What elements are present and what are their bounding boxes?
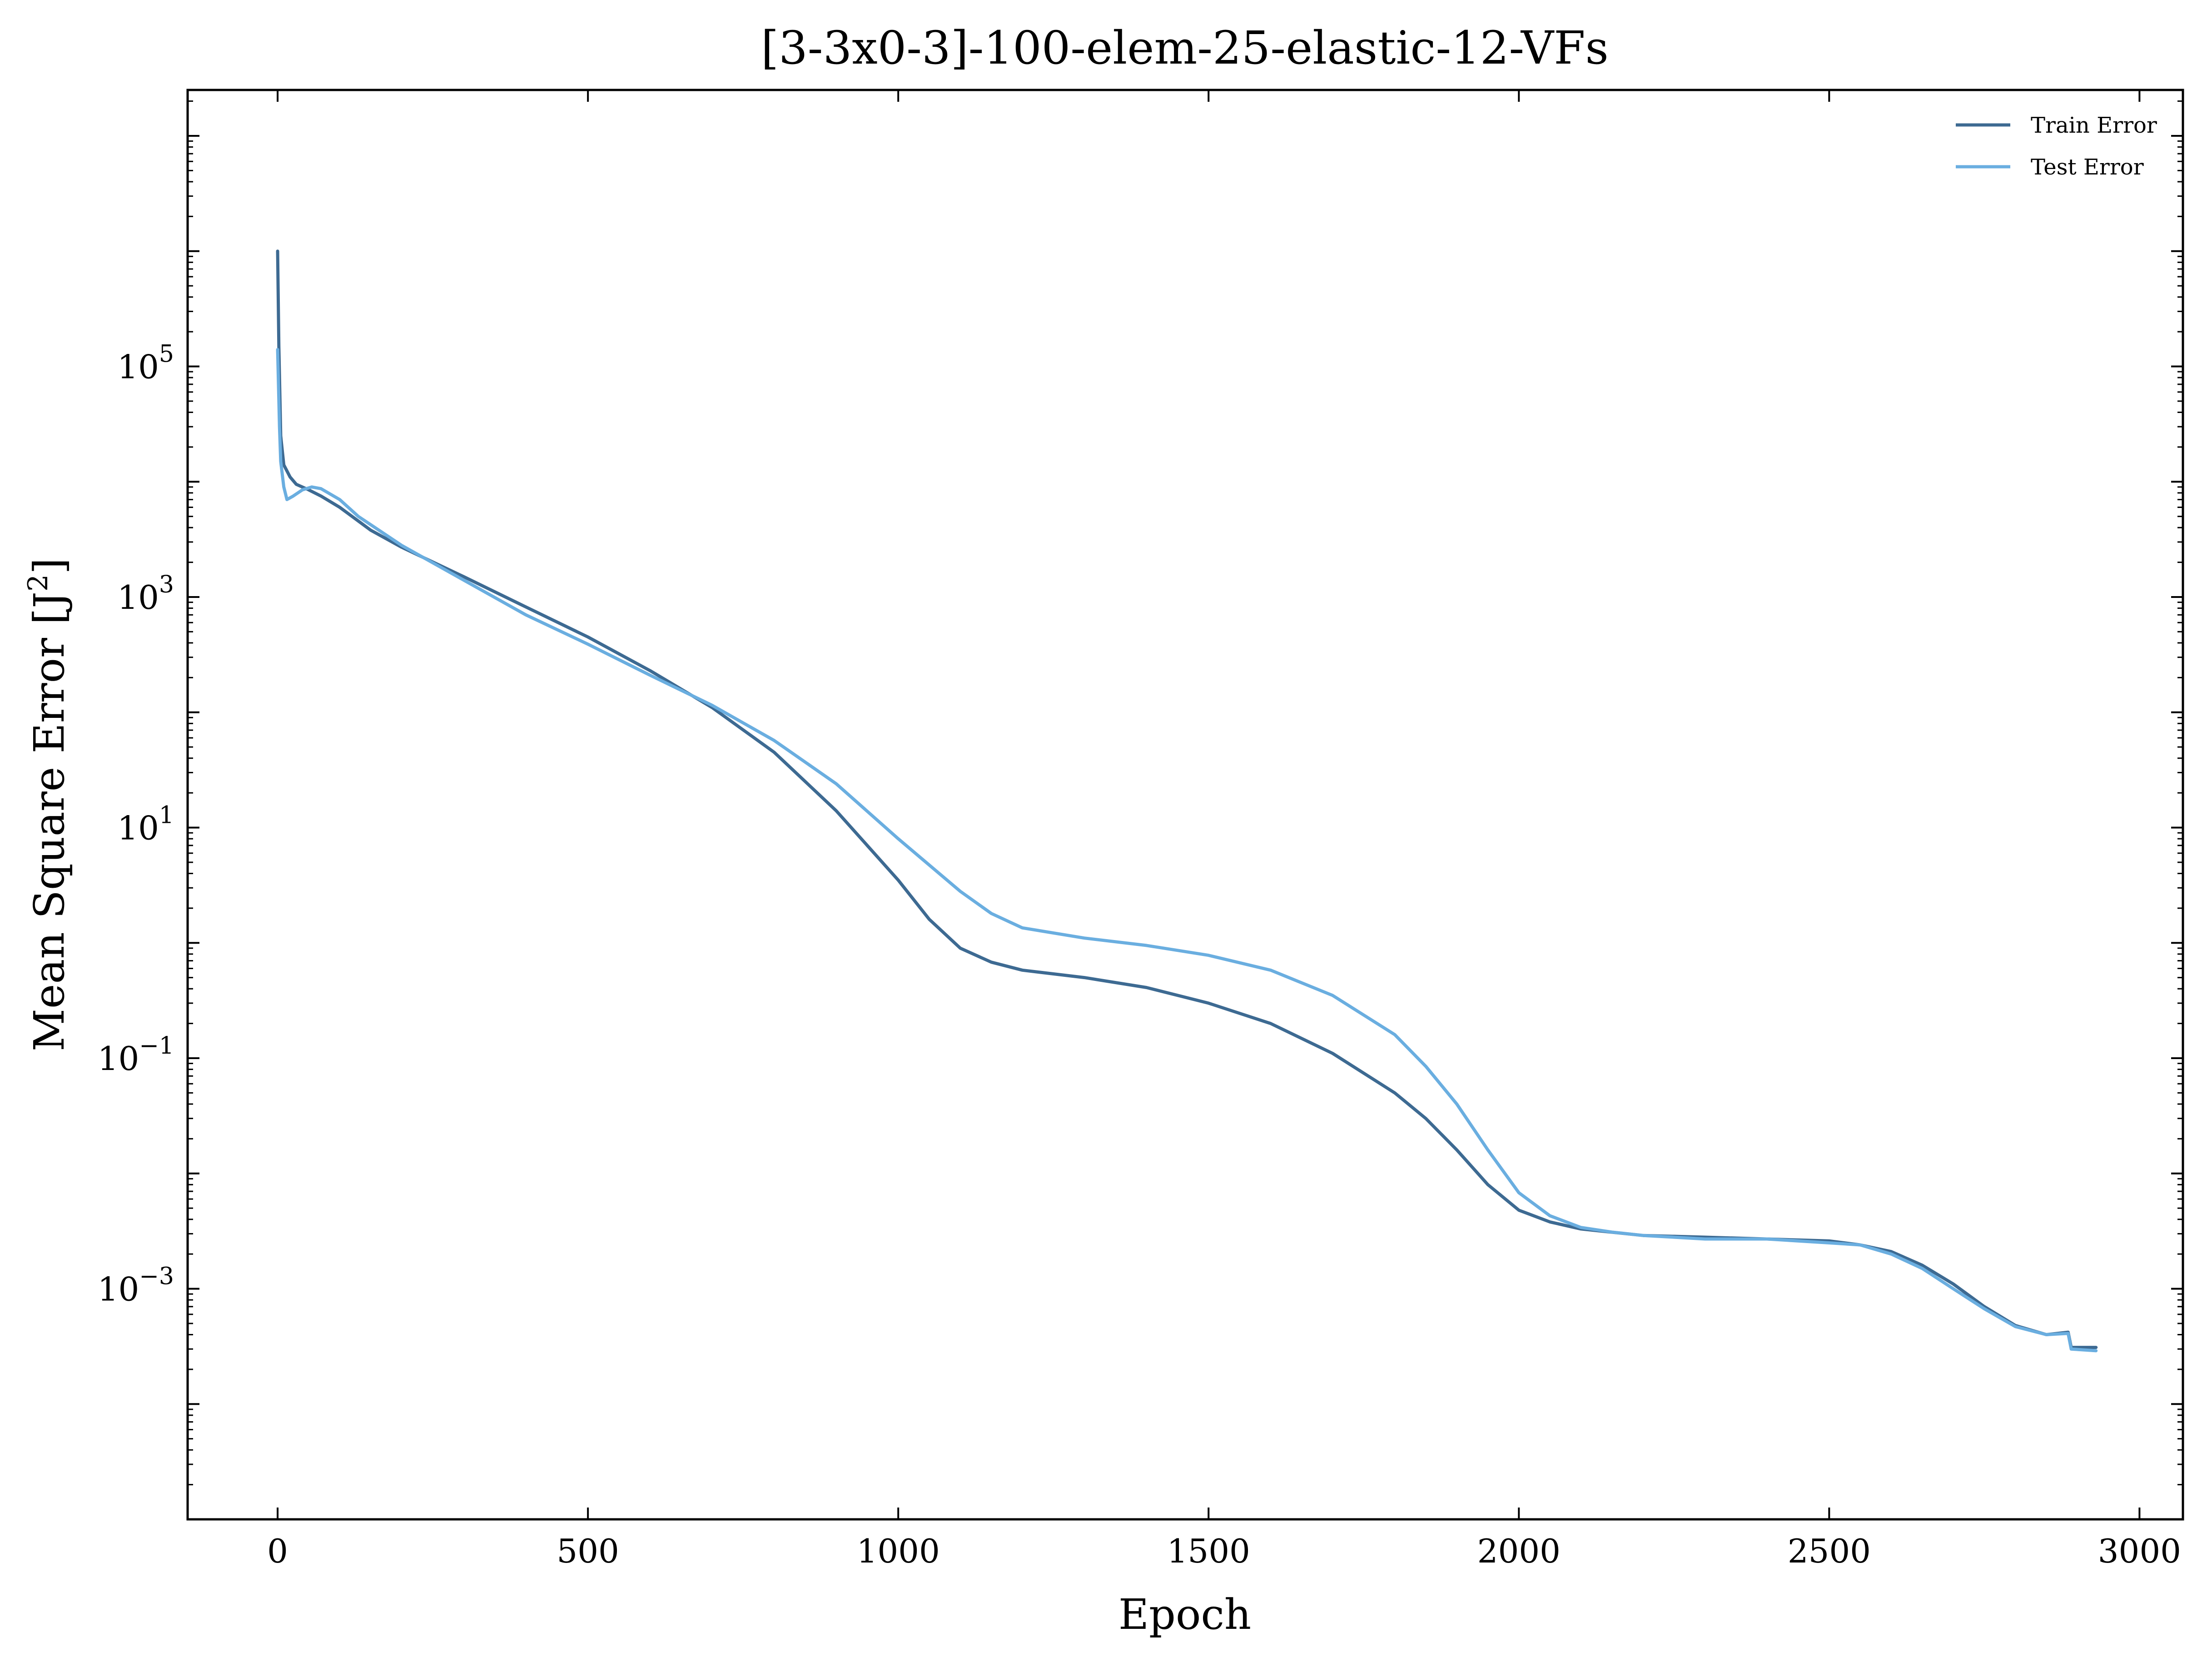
y-tick-exponent: 3 bbox=[159, 571, 174, 598]
y-tick-exponent: −3 bbox=[139, 1263, 174, 1290]
series-lines bbox=[276, 249, 2098, 1353]
y-tick-base: 10 bbox=[98, 1040, 139, 1078]
x-tick-label: 3000 bbox=[2098, 1532, 2181, 1570]
x-axis-label: Epoch bbox=[1118, 1590, 1251, 1639]
x-tick-label: 2500 bbox=[1788, 1532, 1871, 1570]
y-tick-label: 105 bbox=[117, 340, 174, 386]
y-tick-exponent: 1 bbox=[159, 801, 174, 829]
y-axis-label-suffix: ] bbox=[25, 558, 74, 574]
x-tick-label: 1500 bbox=[1167, 1532, 1250, 1570]
chart-title: [3-3x0-3]-100-elem-25-elastic-12-VFs bbox=[761, 21, 1609, 75]
x-axis-ticks: 0 500 1000 1500 2000 2500 3000 bbox=[267, 90, 2181, 1570]
legend: Train Error Test Error bbox=[1956, 113, 2157, 180]
y-tick-label: 101 bbox=[117, 801, 174, 847]
y-axis-label-main: Mean Square Error [J bbox=[25, 592, 74, 1051]
x-tick-label: 1000 bbox=[857, 1532, 940, 1570]
y-axis-label: Mean Square Error [J2] bbox=[22, 558, 74, 1051]
legend-label: Train Error bbox=[2031, 113, 2157, 138]
y-tick-base: 10 bbox=[117, 578, 159, 617]
y-tick-base: 10 bbox=[117, 348, 159, 386]
x-tick-label: 0 bbox=[267, 1532, 288, 1570]
y-axis-label-superscript: 2 bbox=[22, 574, 54, 592]
y-tick-label: 10−1 bbox=[98, 1032, 174, 1078]
y-tick-label: 10−3 bbox=[98, 1263, 174, 1308]
x-tick-label: 2000 bbox=[1477, 1532, 1561, 1570]
x-tick-label: 500 bbox=[557, 1532, 619, 1570]
series-line-train-error bbox=[276, 249, 2098, 1349]
y-tick-base: 10 bbox=[98, 1270, 139, 1308]
legend-label: Test Error bbox=[2031, 154, 2144, 180]
plot-area-frame bbox=[186, 89, 2184, 1521]
y-tick-exponent: −1 bbox=[139, 1032, 174, 1060]
y-tick-exponent: 5 bbox=[159, 340, 174, 368]
series-line-test-error bbox=[276, 348, 2098, 1353]
y-tick-label: 103 bbox=[117, 571, 174, 617]
y-tick-base: 10 bbox=[117, 809, 159, 847]
